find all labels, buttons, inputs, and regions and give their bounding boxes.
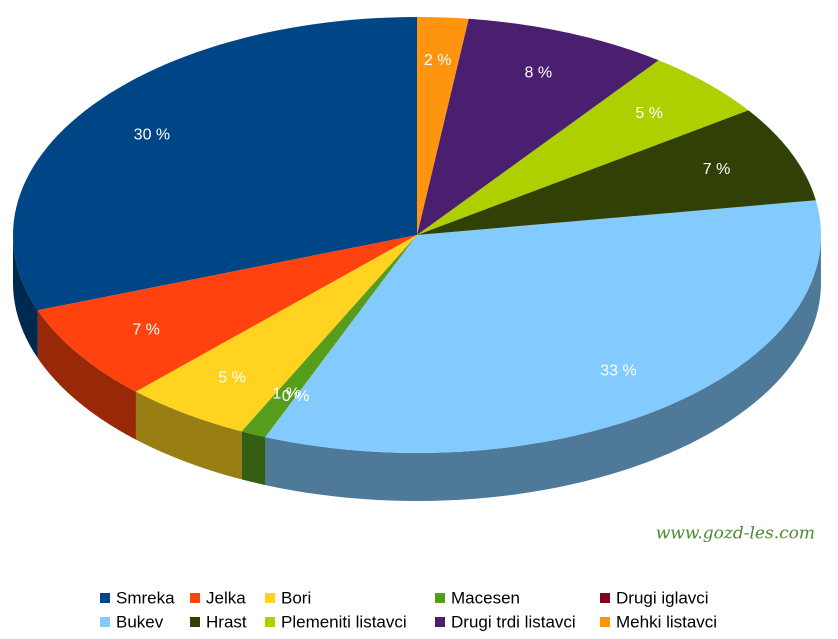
slice-side	[265, 238, 821, 501]
data-label: 7 %	[132, 321, 160, 338]
pie-labels: 30 % 7 % 5 % 1 %0 % 33 % 7 % 5 % 8 % 2 %	[132, 52, 730, 405]
data-label: 1 %	[272, 386, 300, 403]
legend-swatch	[190, 593, 200, 603]
legend-swatch	[435, 617, 445, 627]
legend-label: Hrast	[206, 612, 247, 631]
legend-label: Mehki listavci	[616, 612, 717, 631]
slice	[417, 110, 816, 235]
data-label: 7 %	[703, 161, 731, 178]
data-label: 30 %	[134, 126, 170, 143]
slice	[241, 235, 417, 438]
slice	[135, 235, 417, 432]
slice	[417, 60, 749, 235]
legend-swatch	[600, 593, 610, 603]
data-label: 0 %	[282, 388, 310, 405]
pie-sides	[13, 235, 821, 501]
legend-swatch	[265, 617, 275, 627]
pie-tops	[13, 17, 821, 453]
slice-side	[135, 391, 242, 480]
slice	[417, 17, 469, 235]
legend-swatch	[100, 617, 110, 627]
legend: Smreka Jelka Bori Macesen Drugi iglavci Bukev…	[100, 588, 717, 631]
legend-swatch	[435, 593, 445, 603]
legend-swatch	[265, 593, 275, 603]
slice-side	[13, 235, 38, 359]
data-label: 33 %	[600, 363, 636, 380]
slice-side	[37, 310, 136, 440]
legend-swatch	[100, 593, 110, 603]
legend-label: Plemeniti listavci	[281, 612, 407, 631]
data-label: 5 %	[635, 105, 663, 122]
legend-swatch	[190, 617, 200, 627]
data-label: 2 %	[424, 52, 452, 69]
slice	[265, 200, 821, 453]
legend-label: Bori	[281, 588, 311, 607]
watermark: www.gozd-les.com	[656, 524, 815, 544]
legend-label: Drugi trdi listavci	[451, 612, 576, 631]
legend-label: Drugi iglavci	[616, 588, 709, 607]
slice	[37, 235, 417, 392]
slice	[417, 18, 659, 235]
slice	[13, 17, 417, 311]
legend-label: Smreka	[116, 588, 175, 607]
data-label: 8 %	[524, 65, 552, 82]
legend-label: Bukev	[116, 612, 164, 631]
legend-label: Jelka	[206, 588, 246, 607]
legend-label: Macesen	[451, 588, 520, 607]
data-label: 5 %	[218, 369, 246, 386]
legend-swatch	[600, 617, 610, 627]
slice-side	[241, 431, 266, 486]
